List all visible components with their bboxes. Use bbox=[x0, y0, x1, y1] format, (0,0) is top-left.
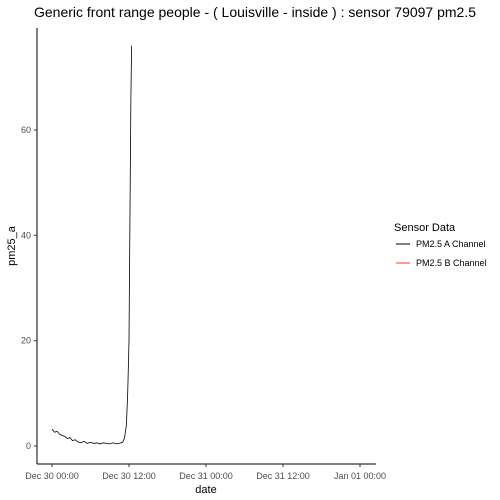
x-tick-label: Dec 31 12:00 bbox=[256, 471, 310, 481]
legend-title: Sensor Data bbox=[394, 222, 456, 234]
y-axis-ticks: 0 20 40 60 bbox=[21, 125, 37, 451]
y-tick-label: 20 bbox=[21, 336, 31, 346]
chart-title: Generic front range people - ( Louisvill… bbox=[34, 4, 476, 20]
x-tick-label: Jan 01 00:00 bbox=[334, 471, 386, 481]
legend-label: PM2.5 A Channel bbox=[416, 239, 486, 249]
x-tick-label: Dec 30 12:00 bbox=[102, 471, 156, 481]
legend-entries: PM2.5 A Channel PM2.5 B Channel bbox=[396, 239, 487, 268]
series-line bbox=[51, 45, 132, 445]
x-tick-label: Dec 30 00:00 bbox=[25, 471, 79, 481]
x-axis-ticks: Dec 30 00:00 Dec 30 12:00 Dec 31 00:00 Dec … bbox=[25, 464, 386, 481]
y-tick-label: 0 bbox=[26, 441, 31, 451]
series-layer bbox=[51, 45, 132, 445]
x-tick-label: Dec 31 00:00 bbox=[179, 471, 233, 481]
y-tick-label: 40 bbox=[21, 230, 31, 240]
legend: Sensor Data PM2.5 A Channel PM2.5 B Chann… bbox=[394, 222, 487, 268]
y-tick-label: 60 bbox=[21, 125, 31, 135]
x-axis-title: date bbox=[195, 484, 216, 496]
legend-label: PM2.5 B Channel bbox=[416, 258, 487, 268]
y-axis-title: pm25_a bbox=[6, 225, 18, 266]
